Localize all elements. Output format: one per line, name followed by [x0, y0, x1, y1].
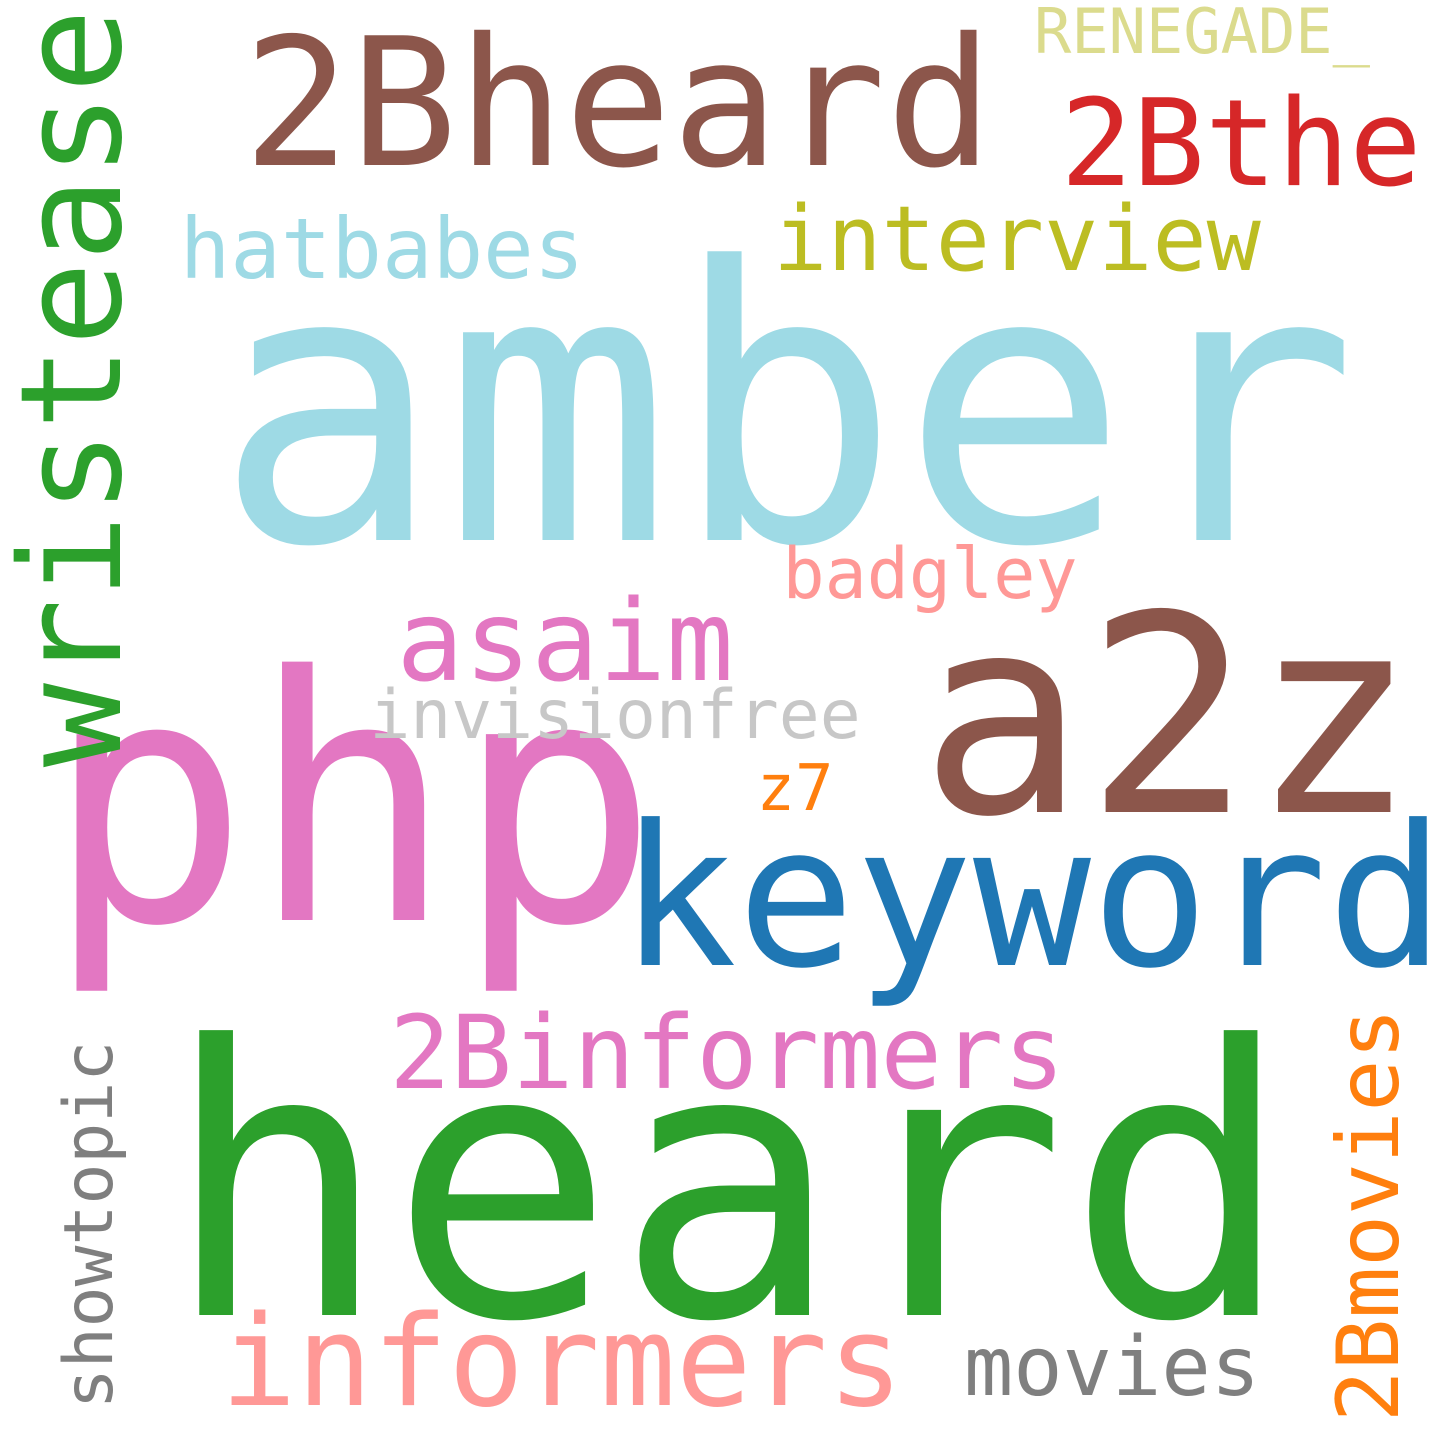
word-amber: amber [214, 187, 1358, 630]
word-wristease: wristease [0, 9, 154, 768]
word-invisionfree: invisionfree [369, 676, 860, 755]
word-asaim: asaim [396, 577, 733, 707]
word-z7: z7 [756, 752, 833, 826]
word-badgley: badgley [782, 533, 1077, 615]
word-2binformers: 2Binformers [389, 994, 1065, 1113]
word-a2z: a2z [920, 557, 1417, 877]
word-2bheard: 2Bheard [243, 0, 993, 207]
word-showtopic: showtopic [50, 1041, 129, 1409]
word-interview: interview [773, 187, 1261, 292]
word-php: php [45, 605, 659, 1001]
word-movies: movies [964, 1320, 1260, 1415]
word-heard: heard [164, 968, 1293, 1404]
word-2bmovies: 2Bmovies [1319, 1008, 1419, 1422]
word-2bthe: 2Bthe [1060, 75, 1421, 214]
word-hatbabes: hatbabes [180, 200, 585, 298]
word-keyword: keyword [619, 784, 1440, 1012]
word-informers: informers [221, 1288, 904, 1435]
word-renegade: RENEGADE_ [1034, 0, 1371, 68]
